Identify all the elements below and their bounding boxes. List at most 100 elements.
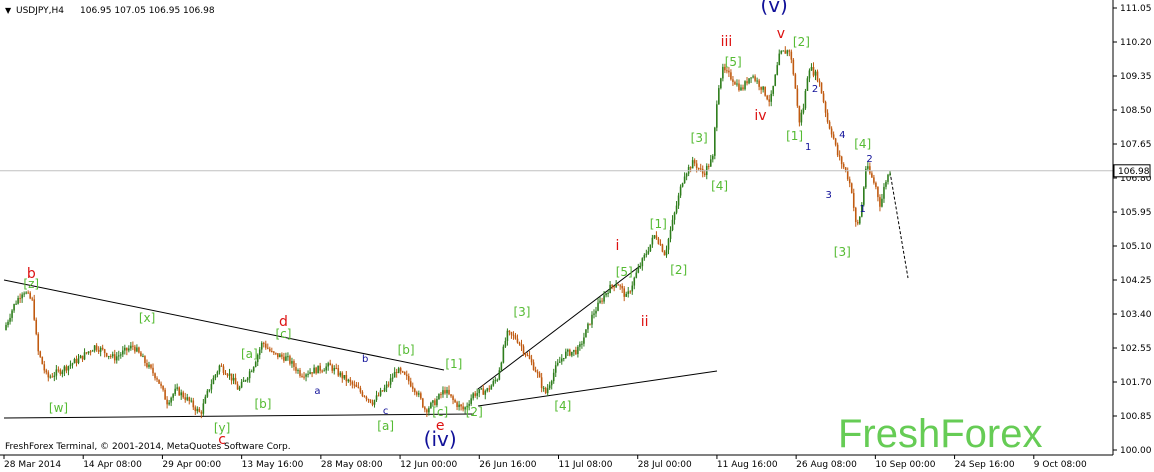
time-tick-label: 29 Apr 00:00 <box>162 460 221 470</box>
time-tick-label: 12 Jun 00:00 <box>400 460 457 470</box>
candle-body <box>816 71 819 81</box>
candle-body <box>101 347 104 350</box>
candle-body <box>43 364 46 371</box>
candle-body <box>526 354 529 356</box>
candle-body <box>15 303 17 305</box>
candle-body <box>426 409 428 413</box>
candle-body <box>415 392 418 395</box>
candle-body <box>645 253 648 256</box>
candle-body <box>150 364 152 368</box>
candle-body <box>329 363 332 366</box>
candle-body <box>822 93 825 102</box>
candle-body <box>601 300 603 302</box>
candle-body <box>194 407 197 412</box>
candle-body <box>124 347 126 351</box>
candle-body <box>260 342 263 350</box>
candle-body <box>33 299 36 320</box>
candle-body <box>144 356 146 364</box>
candle-body <box>166 399 168 405</box>
time-tick-label: 26 Jun 16:00 <box>479 460 536 470</box>
candle-body <box>240 381 243 388</box>
wave-label: [4] <box>711 179 728 193</box>
candle-body <box>695 163 698 169</box>
candle-body <box>136 347 138 352</box>
price-tick-label: 107.65 <box>1120 140 1152 150</box>
candle-body <box>500 362 503 371</box>
candle-body <box>685 173 688 177</box>
candle-body <box>146 363 148 367</box>
wave-label: [b] <box>254 397 271 411</box>
candle-body <box>820 82 823 94</box>
candle-body <box>377 395 380 397</box>
candle-body <box>734 82 736 85</box>
candle-body <box>442 390 444 395</box>
candle-body <box>122 350 124 355</box>
candle-body <box>456 402 458 407</box>
candle-body <box>117 355 120 357</box>
candle-body <box>810 67 813 71</box>
candle-body <box>391 377 394 379</box>
candle-body <box>289 356 291 364</box>
candle-body <box>446 389 448 394</box>
collapse-arrow-icon[interactable]: ▼ <box>5 6 12 15</box>
candle-body <box>355 384 358 387</box>
candle-body <box>691 160 694 169</box>
candle-body <box>134 346 136 352</box>
wave-label: [y] <box>214 421 230 435</box>
candle-body <box>869 166 871 174</box>
candle-body <box>81 355 84 360</box>
candle-body <box>45 370 48 373</box>
candle-body <box>25 292 27 294</box>
candle-body <box>877 186 879 198</box>
candle-body <box>307 373 309 375</box>
candle-body <box>589 323 591 325</box>
candle-body <box>478 389 481 394</box>
candle-body <box>420 393 422 399</box>
candle-body <box>712 155 714 160</box>
candle-body <box>393 371 396 378</box>
candle-body <box>97 349 100 352</box>
price-tick-label: 104.25 <box>1120 276 1152 286</box>
candle-body <box>176 387 178 389</box>
candle-body <box>353 384 356 386</box>
candle-body <box>633 277 636 286</box>
candle-body <box>65 366 68 371</box>
candle-body <box>466 405 468 408</box>
candle-body <box>516 338 519 343</box>
time-tick-label: 9 Oct 08:00 <box>1034 460 1087 470</box>
candle-body <box>148 364 150 367</box>
candle-body <box>55 369 58 376</box>
candle-body <box>47 372 50 378</box>
candle-body <box>844 167 847 171</box>
candle-body <box>57 369 60 371</box>
candle-body <box>220 365 223 367</box>
candle-body <box>679 186 682 196</box>
candle-body <box>113 354 116 361</box>
candle-body <box>23 293 25 295</box>
candle-body <box>627 291 630 294</box>
candle-body <box>812 67 815 76</box>
candle-body <box>244 380 247 382</box>
candle-body <box>204 396 207 404</box>
candle-body <box>83 352 86 360</box>
wave-label: [z] <box>23 277 39 291</box>
candle-body <box>381 390 384 392</box>
wave-label: (iv) <box>424 427 457 451</box>
candle-body <box>480 388 483 390</box>
wave-label: [5] <box>725 55 742 69</box>
candle-body <box>609 284 611 293</box>
candle-body <box>520 344 523 347</box>
candle-body <box>59 369 62 375</box>
candle-body <box>558 361 561 363</box>
price-tick-label: 111.05 <box>1120 4 1152 14</box>
candle-body <box>818 80 821 83</box>
candle-body <box>154 373 156 379</box>
candle-body <box>182 392 185 398</box>
time-tick-label: 28 Jul 00:00 <box>638 460 692 470</box>
candle-body <box>573 349 575 352</box>
wave-label: [x] <box>139 311 155 325</box>
candle-body <box>613 286 615 288</box>
candle-body <box>279 354 281 358</box>
